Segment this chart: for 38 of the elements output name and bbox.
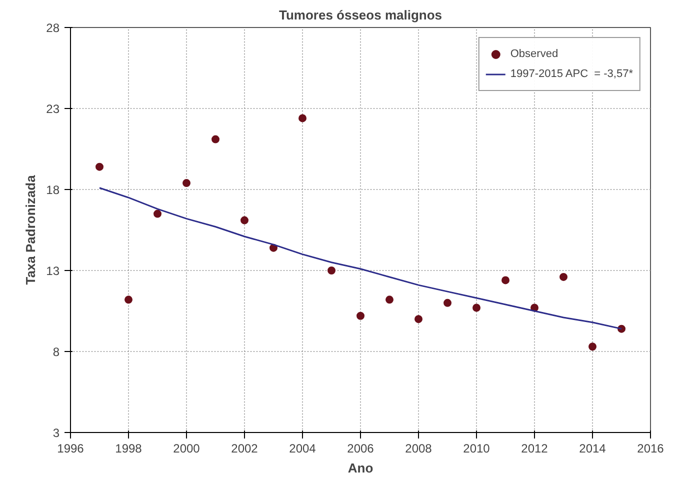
x-tick-label: 1996 xyxy=(57,442,84,456)
point xyxy=(560,272,568,281)
x-tick-label: 2014 xyxy=(579,442,606,456)
point xyxy=(298,114,306,122)
point xyxy=(240,216,248,224)
point xyxy=(182,179,190,188)
chart-title: Tumores ósseos malignos xyxy=(278,8,442,22)
point xyxy=(588,342,596,351)
point xyxy=(444,298,452,307)
point xyxy=(124,296,132,304)
point xyxy=(154,210,162,218)
x-tick-label: 2004 xyxy=(289,442,316,456)
point xyxy=(502,276,510,284)
x-tick-label: 2016 xyxy=(637,442,664,456)
x-tick-label: 2012 xyxy=(521,442,548,456)
y-tick-label: 23 xyxy=(46,102,60,116)
x-tick-label: 2002 xyxy=(231,442,258,456)
x-tick-label: 2008 xyxy=(405,442,432,456)
x-tick-label: 2010 xyxy=(463,442,490,456)
x-axis-title: Ano xyxy=(348,460,374,476)
y-tick-label: 18 xyxy=(46,183,60,197)
point xyxy=(96,162,104,171)
x-tick-label: 1998 xyxy=(115,442,142,456)
point xyxy=(356,312,364,320)
legend-label: 1997-2015 APC = -3,57* xyxy=(510,68,633,80)
y-tick-label: 13 xyxy=(46,264,60,278)
point xyxy=(414,315,422,324)
x-tick-label: 2006 xyxy=(347,442,374,456)
y-tick-label: 28 xyxy=(46,21,60,35)
point xyxy=(212,135,220,144)
point xyxy=(472,304,480,312)
point xyxy=(328,266,336,274)
y-tick-label: 8 xyxy=(52,345,60,359)
y-tick-label: 3 xyxy=(52,426,60,440)
y-axis-title: Taxa Padronizada xyxy=(23,174,38,285)
x-tick-label: 2000 xyxy=(173,442,200,456)
point xyxy=(386,296,394,304)
legend-label: Observed xyxy=(510,48,558,60)
